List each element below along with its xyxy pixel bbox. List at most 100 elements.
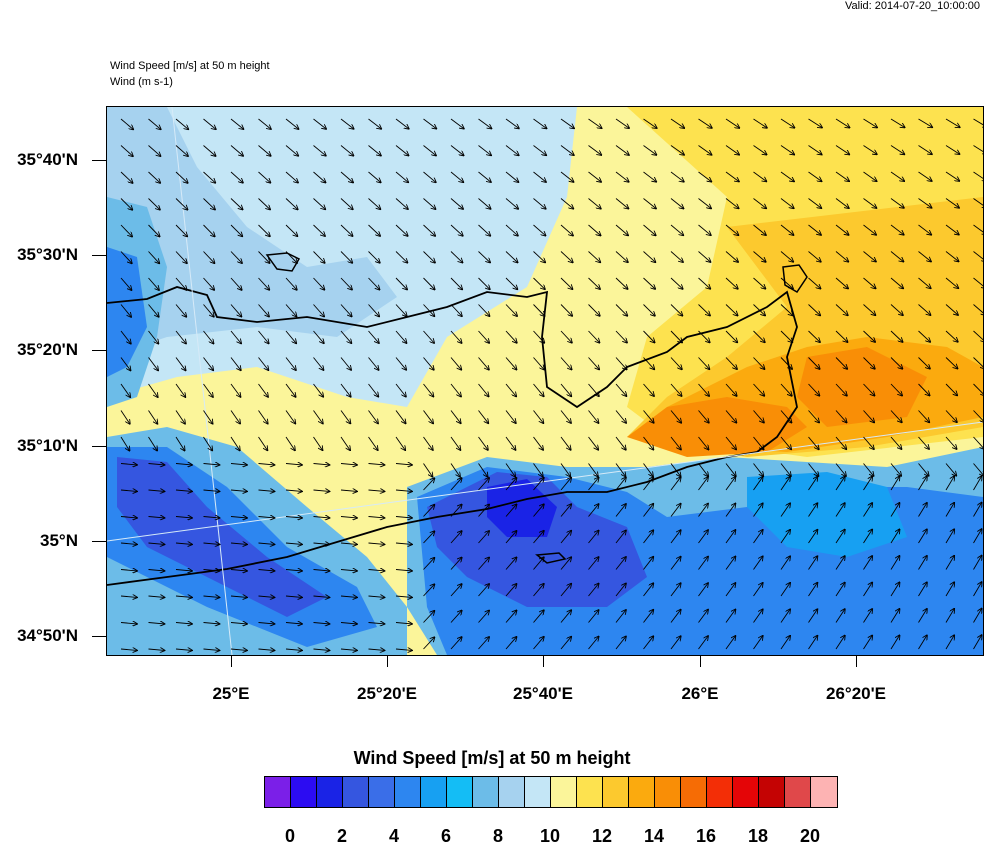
wind-vector [505,330,517,343]
wind-vector [450,637,462,650]
wind-vector [780,436,791,449]
coastline-islet-east [782,264,808,294]
wind-vector [863,277,876,288]
wind-vector [890,582,900,597]
wind-vector [725,118,739,128]
wind-vector [313,464,330,465]
wind-vector [258,277,270,290]
wind-vector [313,277,325,290]
wind-vector [285,357,296,371]
field-blue-south-core2 [487,479,557,537]
wind-vector [148,596,165,597]
wind-vector [615,504,626,517]
wind-vector [175,330,186,344]
wind-vector [285,543,302,544]
wind-vector [560,357,572,370]
wind-vector [395,251,407,263]
wind-vector [368,198,381,210]
wind-vector [945,463,956,476]
wind-vector [945,635,954,650]
wind-vector [945,198,959,208]
wind-vector [340,383,351,397]
wind-vector [148,570,165,571]
wind-vector [505,637,517,650]
wind-vector [258,623,275,624]
wind-vector [368,224,381,236]
wind-vector [478,330,490,343]
wind-vector [560,531,571,544]
wind-vector [588,251,601,263]
colorbar [264,776,838,808]
wind-vector [698,198,712,209]
wind-vector [450,410,461,424]
wind-vector [753,410,764,423]
wind-vector [698,357,710,370]
wind-vector [230,304,241,317]
wind-vector [230,649,247,650]
wind-vector [698,330,710,342]
wind-vector [450,330,462,343]
wind-vector [670,145,684,155]
wind-vector [698,251,711,263]
wind-vector [423,304,435,317]
wind-vector [643,224,656,235]
wind-vector [148,277,160,290]
wind-vector [368,251,380,263]
wind-vector [615,357,627,370]
lon-tick [700,655,701,667]
wind-vector [863,330,876,342]
wind-vector [395,490,412,491]
lat-label-34-50: 34°50'N [17,626,78,645]
wind-vector [780,609,790,623]
wind-vector [505,304,517,317]
lat-label-35-40: 35°40'N [17,150,78,169]
wind-vector [918,118,933,127]
wind-vector [175,224,187,236]
wind-vector [588,531,599,544]
wind-vector [918,198,932,208]
wind-vector [313,649,330,650]
wind-vector [258,118,271,129]
wind-vector [918,529,927,544]
wind-vector [670,357,682,370]
wind-vector [560,330,572,343]
wind-vector [313,330,324,343]
wind-vector [478,558,490,570]
wind-vector [340,410,350,424]
wind-vector [588,478,599,491]
wind-vector [863,383,875,396]
colorbar-label: 10 [539,826,561,846]
wind-vector [615,277,628,289]
wind-vector [780,118,794,128]
wind-vector [615,478,626,491]
colorbar-label: 18 [747,826,769,846]
wind-vector [203,517,220,518]
wind-vector [120,623,137,624]
wind-vector [560,277,573,289]
wind-vector [835,383,847,396]
wind-vector [698,583,709,597]
wind-vector [423,637,435,650]
wind-vector [505,410,516,424]
wind-vector [148,251,160,264]
wind-vector [258,410,268,424]
wind-vector [340,596,357,597]
wind-vector [808,145,822,155]
wind-vector [120,464,137,465]
wind-vector [120,543,137,544]
wind-vector [835,198,849,209]
wind-vector [753,251,766,262]
wind-vector [670,610,681,623]
wind-vector [835,118,850,128]
wind-vector [450,383,461,397]
wind-vector [808,609,818,623]
wind-vector [478,304,490,317]
wind-vector [175,490,192,491]
wind-vector [560,610,571,623]
wind-vector [918,609,927,623]
wind-vector [395,171,408,182]
wind-vector [615,584,626,597]
wind-vector [918,582,927,597]
wind-vector [945,118,960,127]
wind-vector [533,251,546,263]
